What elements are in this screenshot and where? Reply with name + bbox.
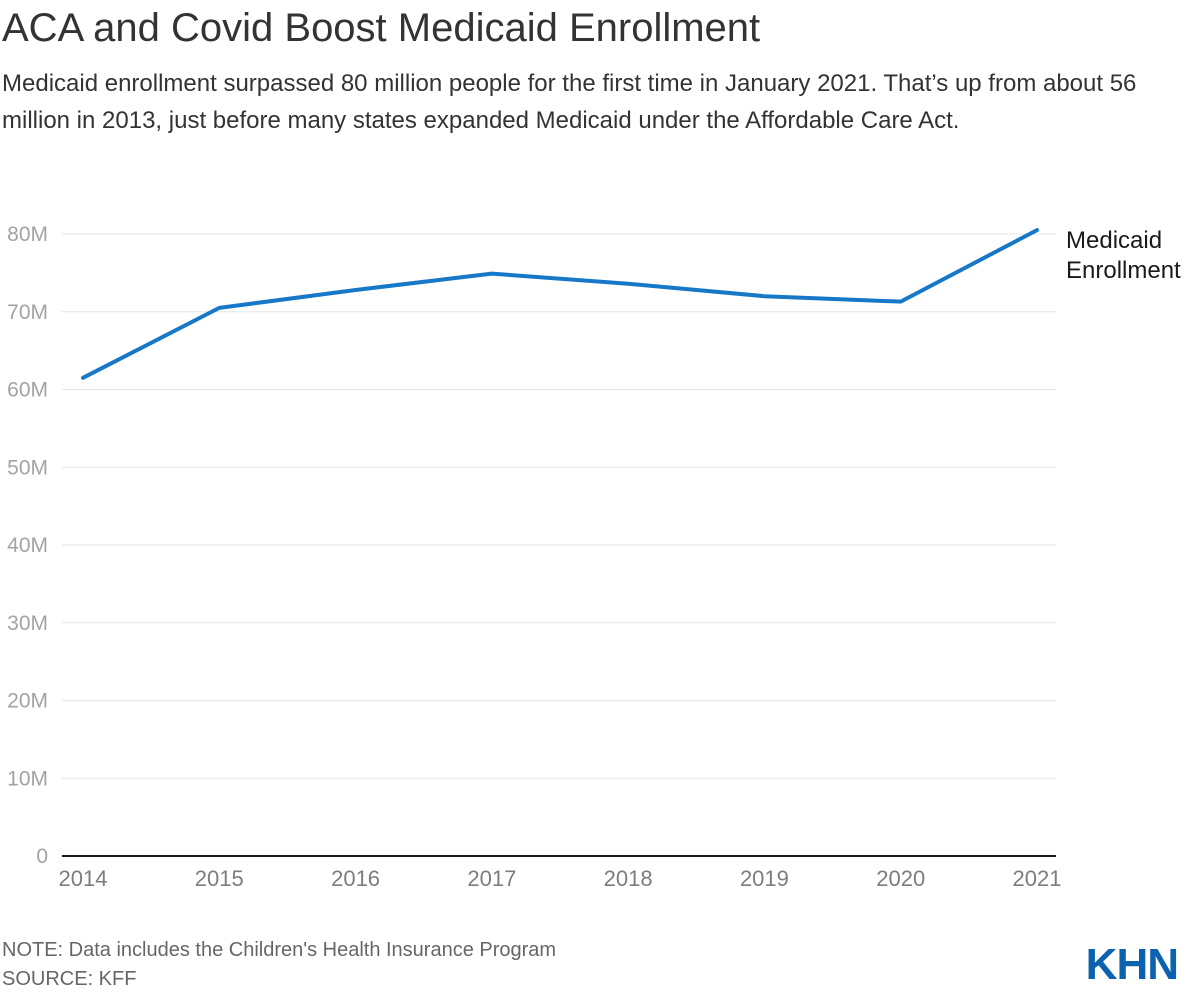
note-text: NOTE: Data includes the Children's Healt… [2, 939, 557, 961]
y-axis-tick-label: 20M [7, 690, 48, 713]
enrollment-series-line [81, 228, 1039, 380]
x-axis-tick-label: 2016 [331, 866, 380, 891]
y-axis-tick-label: 40M [7, 534, 48, 557]
x-axis-tick-label: 2020 [876, 866, 925, 891]
chart-title: ACA and Covid Boost Medicaid Enrollment [2, 6, 761, 50]
chart-footer: NOTE: Data includes the Children's Healt… [2, 936, 556, 994]
x-axis-tick-label: 2017 [467, 866, 516, 891]
x-axis-tick-label: 2018 [604, 866, 653, 891]
y-axis-tick-label: 30M [7, 612, 48, 635]
medicaid-enrollment-line-chart: 0 10M 20M 30M 40M 50M 60M 70M 80M 2014 2015 2016 201… [7, 223, 1181, 891]
chart-subtitle: Medicaid enrollment surpassed 80 million… [2, 70, 1137, 135]
source-text: SOURCE: KFF [2, 968, 137, 990]
x-axis-tick-label: 2014 [59, 866, 108, 891]
chart-header: ACA and Covid Boost Medicaid Enrollment … [0, 0, 1200, 139]
y-axis-tick-label: 10M [7, 767, 48, 790]
y-axis-tick-label: 50M [7, 456, 48, 479]
y-axis-tick-label: 70M [7, 301, 48, 324]
x-axis-tick-label: 2019 [740, 866, 789, 891]
line-chart-area: 0 10M 20M 30M 40M 50M 60M 70M 80M 2014 2015 2016 201… [0, 198, 1200, 898]
x-axis-tick-label: 2015 [195, 866, 244, 891]
series-label: Enrollment [1066, 257, 1181, 284]
x-axis-tick-label: 2021 [1013, 866, 1062, 891]
series-label: Medicaid [1066, 227, 1162, 254]
y-axis-tick-label: 80M [7, 223, 48, 246]
y-axis-tick-label: 0 [36, 845, 48, 868]
y-axis-tick-label: 60M [7, 379, 48, 402]
khn-logo: KHN [1085, 940, 1179, 989]
